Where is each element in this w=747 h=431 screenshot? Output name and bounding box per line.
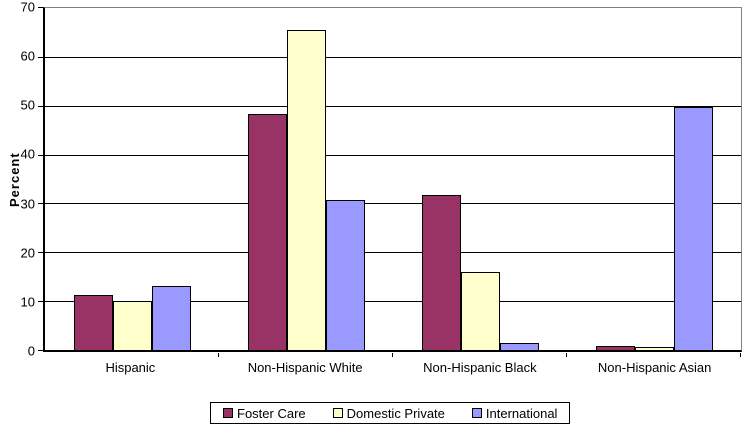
- gridline-60: [45, 56, 741, 58]
- y-axis-tick-10: [38, 301, 44, 303]
- bar-domestic-private-non-hispanic-black: [460, 272, 500, 350]
- gridline-30: [45, 203, 741, 205]
- x-axis-tick-4: [740, 353, 741, 357]
- legend-item-domestic-private: Domestic Private: [332, 405, 445, 421]
- x-category-label-non-hispanic-white: Non-Hispanic White: [247, 360, 363, 375]
- y-tick-label-60: 60: [20, 48, 35, 64]
- x-category-label-non-hispanic-black: Non-Hispanic Black: [423, 360, 537, 375]
- legend-swatch-foster-care: [223, 408, 233, 418]
- y-tick-label-70: 70: [20, 0, 35, 15]
- bar-international-hispanic: [151, 286, 191, 350]
- legend-item-foster-care: Foster Care: [223, 406, 306, 421]
- bar-domestic-private-hispanic: [112, 301, 152, 350]
- bar-international-non-hispanic-asian: [673, 106, 713, 350]
- y-tick-label-10: 10: [20, 294, 35, 310]
- y-axis-tick-labels: 0 10 20 30 40 50 60 70: [0, 1, 37, 358]
- bar-foster-care-non-hispanic-asian: [595, 345, 635, 350]
- y-tick-label-20: 20: [20, 245, 35, 261]
- legend: Foster Care Domestic Private International: [210, 402, 571, 424]
- bar-foster-care-hispanic: [73, 294, 113, 350]
- bar-domestic-private-non-hispanic-white: [286, 29, 326, 350]
- bar-group-non-hispanic-white: [219, 8, 393, 350]
- y-axis-tick-30: [38, 203, 44, 205]
- x-category-label-non-hispanic-asian: Non-Hispanic Asian: [597, 360, 712, 375]
- y-axis-tick-0: [38, 350, 44, 351]
- legend-item-international: International: [471, 405, 558, 421]
- plot-area: [38, 7, 742, 357]
- y-axis-tick-40: [38, 154, 44, 156]
- bar-group-hispanic: [45, 8, 219, 350]
- legend-swatch-domestic-private: [332, 408, 343, 418]
- legend-swatch-international: [471, 408, 482, 418]
- legend-label-international: International: [485, 405, 558, 421]
- y-axis-tick-50: [38, 105, 44, 107]
- gridline-40: [45, 154, 741, 156]
- bar-domestic-private-non-hispanic-asian: [634, 346, 674, 350]
- gridline-50: [45, 105, 741, 107]
- y-axis-tick-20: [38, 252, 44, 254]
- y-axis-tick-60: [38, 56, 44, 58]
- x-category-label-hispanic: Hispanic: [105, 360, 156, 375]
- bar-group-non-hispanic-black: [393, 8, 567, 350]
- y-axis-tick-70: [38, 7, 44, 8]
- x-axis-tick-2: [392, 353, 393, 357]
- y-tick-label-50: 50: [20, 97, 35, 113]
- y-tick-label-0: 0: [27, 343, 35, 359]
- bar-foster-care-non-hispanic-white: [247, 113, 287, 350]
- bar-international-non-hispanic-black: [499, 342, 539, 350]
- legend-label-domestic-private: Domestic Private: [346, 405, 445, 421]
- gridline-10: [45, 301, 741, 303]
- gridline-20: [45, 252, 741, 254]
- bar-group-non-hispanic-asian: [567, 8, 741, 350]
- x-axis-tick-1: [218, 353, 219, 357]
- x-axis-tick-3: [566, 353, 567, 357]
- bar-international-non-hispanic-white: [325, 200, 365, 350]
- legend-label-foster-care: Foster Care: [237, 405, 306, 421]
- x-axis-category-labels: Hispanic Non-Hispanic White Non-Hispanic B…: [43, 360, 742, 378]
- y-tick-label-40: 40: [20, 146, 35, 162]
- bar-foster-care-non-hispanic-black: [421, 194, 461, 350]
- y-tick-label-30: 30: [20, 196, 35, 212]
